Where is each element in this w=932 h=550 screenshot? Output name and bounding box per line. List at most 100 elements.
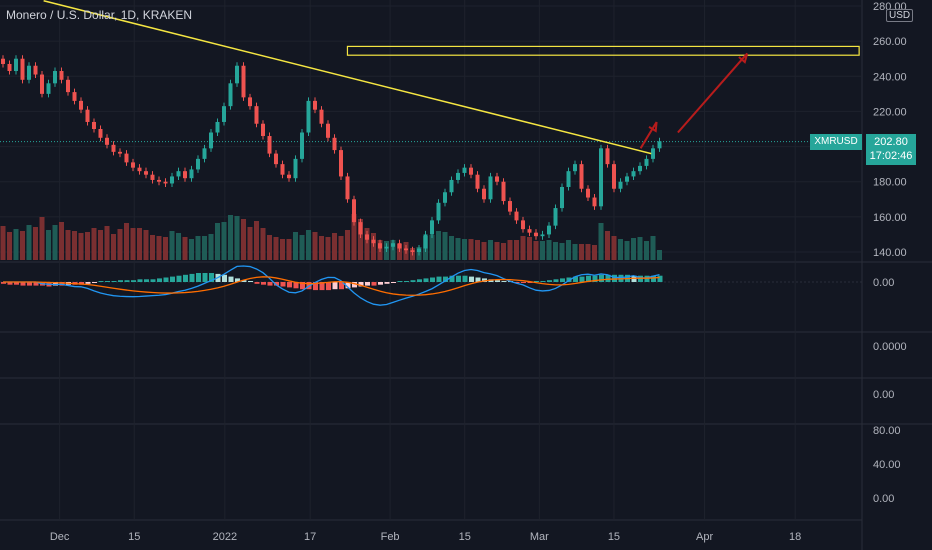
currency-badge[interactable]: USD (886, 9, 914, 22)
macd-histogram-bar (436, 276, 442, 282)
candle-body (352, 199, 356, 223)
volume-bar (241, 219, 246, 260)
candle-body (397, 243, 402, 249)
macd-histogram-bar (371, 282, 377, 286)
candle-body (456, 172, 460, 180)
volume-bar (592, 245, 597, 260)
candle-body (85, 109, 90, 122)
macd-histogram-bar (521, 282, 526, 283)
volume-bar (494, 242, 500, 260)
time-tick-label: Apr (696, 531, 713, 543)
volume-bar (234, 216, 240, 260)
macd-histogram-bar (404, 281, 409, 282)
macd-histogram-bar (560, 278, 565, 282)
price-tick-label: 240.00 (873, 71, 907, 83)
volume-bar (267, 235, 272, 260)
chart-title: Monero / U.S. Dollar, 1D, KRAKEN (6, 8, 193, 22)
indicator-tick-label: 0.00 (873, 493, 894, 505)
candle-body (599, 148, 603, 207)
candle-body (553, 208, 558, 226)
volume-bar (228, 215, 233, 260)
candle-body (222, 106, 226, 122)
candle-body (410, 250, 415, 252)
volume-bar (91, 228, 97, 260)
macd-histogram-bar (326, 282, 331, 291)
time-tick-label: 15 (128, 531, 140, 543)
volume-bar (579, 244, 584, 260)
candle-body (644, 158, 649, 166)
macd-histogram-bar (111, 281, 117, 282)
candle-body (215, 121, 220, 133)
macd-histogram-bar (384, 282, 390, 284)
volume-bar (85, 232, 90, 260)
candle-body (267, 136, 272, 154)
macd-histogram-bar (254, 282, 260, 284)
candle-body (261, 123, 265, 137)
volume-bar (20, 231, 25, 260)
macd-histogram-bar (592, 275, 598, 282)
volume-bar (585, 244, 591, 260)
last-price-box: 202.80 17:02:46 (866, 134, 916, 165)
macd-histogram-bar (131, 280, 136, 282)
volume-bar (657, 250, 662, 260)
macd-histogram-bar (365, 282, 370, 286)
macd-histogram-bar (176, 275, 182, 282)
macd-histogram-bar (235, 278, 240, 282)
volume-bar (163, 237, 168, 260)
macd-histogram-bar (456, 275, 461, 282)
candle-body (560, 186, 564, 209)
price-tick-label: 140.00 (873, 247, 907, 259)
volume-bar (338, 236, 344, 260)
candle-body (202, 148, 207, 159)
volume-bar (0, 226, 6, 260)
macd-histogram-bar (566, 277, 572, 282)
volume-bar (598, 223, 604, 260)
time-tick-label: 15 (608, 531, 620, 543)
candle-body (384, 246, 389, 249)
volume-bar (631, 238, 636, 260)
macd-histogram-bar (527, 282, 533, 283)
candle-body (332, 137, 337, 151)
projection-arrow (677, 52, 748, 134)
candle-body (469, 167, 473, 175)
volume-bar (26, 225, 32, 260)
candle-body (462, 167, 467, 173)
candle-body (573, 164, 577, 172)
volume-bar (429, 235, 435, 260)
macd-histogram-bar (274, 282, 279, 286)
volume-bar (442, 232, 448, 260)
candle-body (7, 63, 12, 72)
time-tick-label: 18 (789, 531, 801, 543)
candle-body (92, 121, 96, 129)
indicator-tick-label: 40.00 (873, 459, 901, 471)
volume-bar (637, 237, 643, 260)
volume-bar (527, 237, 532, 260)
macd-histogram-bar (293, 282, 299, 289)
volume-bar (189, 239, 194, 260)
candle-body (495, 176, 499, 182)
macd-histogram-bar (7, 282, 13, 285)
macd-histogram-bar (430, 277, 435, 282)
candle-body (605, 148, 610, 165)
macd-histogram-bar (644, 275, 650, 282)
macd-histogram-bar (319, 282, 325, 291)
volume-bar (351, 214, 357, 260)
time-tick-label: Mar (530, 531, 549, 543)
candle-body (378, 243, 382, 249)
candle-body (150, 174, 155, 180)
candle-body (46, 83, 51, 94)
volume-bar (104, 226, 110, 260)
volume-bar (624, 241, 630, 260)
candle-body (131, 162, 135, 168)
volume-bar (137, 228, 142, 260)
macd-histogram-bar (183, 274, 188, 282)
resistance-zone (346, 45, 860, 56)
candle-body (137, 167, 142, 172)
candle-body (300, 132, 304, 159)
candle-body (196, 158, 200, 170)
volume-bar (46, 230, 51, 260)
volume-bar (299, 235, 305, 260)
bar-countdown: 17:02:46 (869, 150, 913, 162)
candle-body (326, 123, 330, 138)
